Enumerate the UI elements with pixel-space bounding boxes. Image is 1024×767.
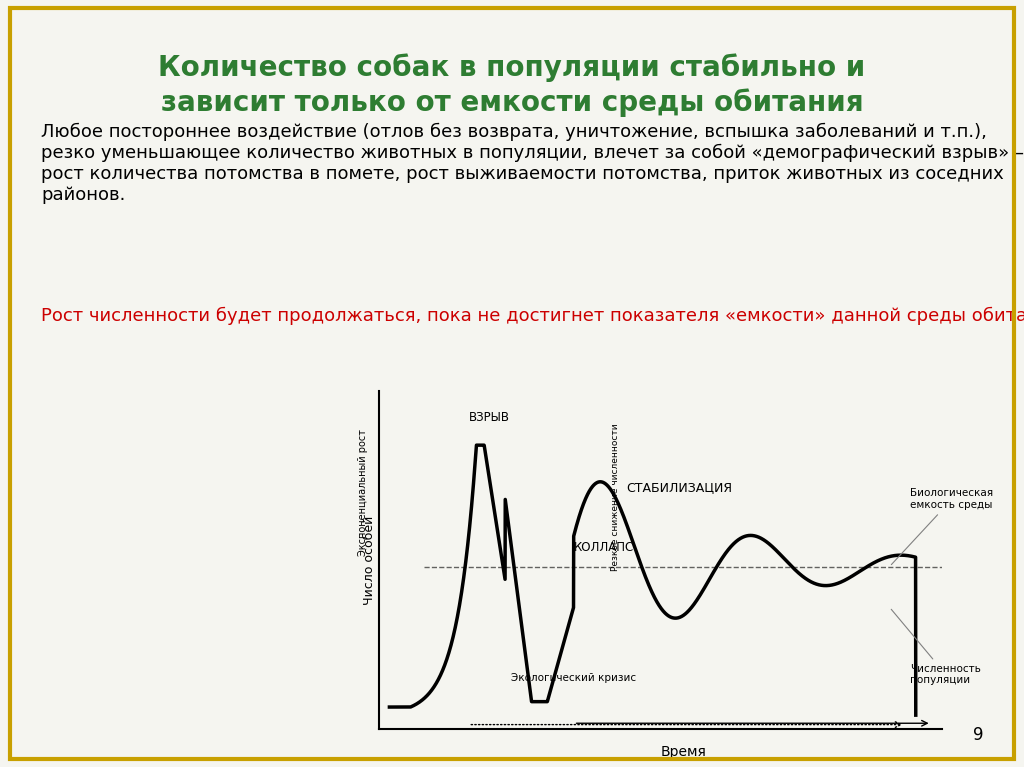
Text: Любое постороннее воздействие (отлов без возврата, уничтожение, вспышка заболева: Любое постороннее воздействие (отлов без… xyxy=(41,123,1024,204)
Text: ВЗРЫВ: ВЗРЫВ xyxy=(469,410,510,423)
Text: Экологический кризис: Экологический кризис xyxy=(511,673,636,683)
Y-axis label: Число особей: Число особей xyxy=(364,515,376,604)
Text: Время: Время xyxy=(660,745,707,759)
Text: Экспоненциальный рост: Экспоненциальный рост xyxy=(357,429,368,556)
Text: Биологическая
емкость среды: Биологическая емкость среды xyxy=(891,489,993,565)
Text: зависит только от емкости среды обитания: зависит только от емкости среды обитания xyxy=(161,88,863,117)
Text: 9: 9 xyxy=(973,726,983,744)
Text: Резкое снижение численности: Резкое снижение численности xyxy=(611,423,621,571)
Text: Количество собак в популяции стабильно и: Количество собак в популяции стабильно и xyxy=(159,54,865,82)
Text: Рост численности будет продолжаться, пока не достигнет показателя «емкости» данн: Рост численности будет продолжаться, пок… xyxy=(41,307,1024,325)
Text: КОЛЛАПС: КОЛЛАПС xyxy=(573,542,634,555)
Text: Численность
популяции: Численность популяции xyxy=(891,609,981,686)
Text: СТАБИЛИЗАЦИЯ: СТАБИЛИЗАЦИЯ xyxy=(626,481,732,494)
